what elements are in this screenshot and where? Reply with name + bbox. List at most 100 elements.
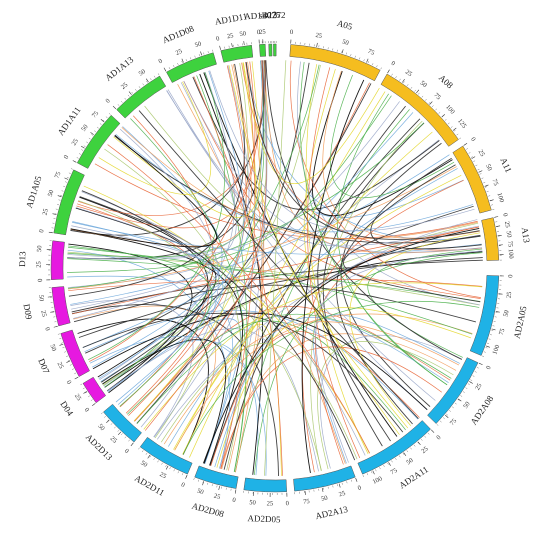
tick-label: 50 <box>139 459 148 468</box>
link-chord <box>174 313 473 451</box>
segment-ad2a13 <box>293 465 356 492</box>
segment-d13 <box>50 240 65 280</box>
major-tick <box>478 170 483 173</box>
minor-tick <box>63 185 66 188</box>
link-chord <box>83 185 370 454</box>
major-tick <box>50 311 55 313</box>
major-tick <box>304 490 306 495</box>
minor-tick <box>425 98 427 101</box>
major-tick <box>341 49 344 54</box>
minor-tick <box>489 334 492 336</box>
major-tick <box>231 43 233 48</box>
minor-tick <box>203 52 205 55</box>
segment-a08 <box>380 73 459 147</box>
segment-label-s2272: s2272 <box>264 10 286 20</box>
minor-tick <box>435 108 437 111</box>
link-chord <box>99 71 235 381</box>
major-tick <box>489 199 494 202</box>
segment-ad1d08 <box>166 52 217 83</box>
major-tick <box>469 381 473 384</box>
minor-tick <box>64 181 67 183</box>
major-tick <box>117 431 122 436</box>
tick-label: 75 <box>432 92 442 102</box>
link-chord <box>370 157 482 250</box>
link-chord <box>104 64 320 388</box>
link-chord <box>156 219 478 440</box>
major-tick <box>387 69 390 74</box>
major-tick <box>496 225 501 227</box>
minor-tick <box>346 481 348 484</box>
link-chord <box>315 250 483 463</box>
tick-label: 25 <box>56 361 65 370</box>
major-tick <box>416 89 420 94</box>
minor-tick <box>124 436 127 439</box>
minor-tick <box>395 76 397 79</box>
link-chord <box>92 126 223 368</box>
minor-tick <box>492 325 495 327</box>
link-chord <box>183 80 481 300</box>
minor-tick <box>447 122 450 125</box>
minor-tick <box>483 182 486 184</box>
tick-label: 0 <box>104 97 111 104</box>
tick-label: 50 <box>239 30 246 38</box>
tick-label: 25 <box>109 435 119 445</box>
tick-label: 50 <box>341 38 349 47</box>
segment-label-ad1a13: AD1A13 <box>103 54 136 83</box>
minor-tick <box>181 473 184 476</box>
segment-a11 <box>452 145 492 214</box>
tick-label: 125 <box>456 118 467 130</box>
minor-tick <box>395 458 397 460</box>
minor-tick <box>153 458 155 460</box>
minor-tick <box>198 479 200 482</box>
link-chord <box>121 127 478 240</box>
major-tick <box>64 177 69 180</box>
minor-tick <box>363 59 365 62</box>
major-tick <box>48 231 53 234</box>
minor-tick <box>457 399 460 401</box>
minor-tick <box>473 160 476 162</box>
link-chord <box>343 205 481 303</box>
link-chord <box>100 62 310 383</box>
tick-label: 50 <box>484 163 493 172</box>
major-tick <box>485 345 490 348</box>
tick-label: 50 <box>194 40 202 49</box>
minor-tick <box>460 395 463 397</box>
minor-tick <box>71 368 74 370</box>
minor-tick <box>414 89 416 92</box>
minor-tick <box>207 51 209 54</box>
ideogram-ring <box>46 39 504 497</box>
minor-tick <box>66 177 69 179</box>
minor-tick <box>94 130 96 133</box>
major-tick <box>112 105 117 110</box>
link-chord <box>199 73 264 475</box>
minor-tick <box>59 338 62 340</box>
tick-label: 50 <box>47 189 56 197</box>
link-chord <box>322 122 425 447</box>
minor-tick <box>193 477 195 480</box>
tick-label: 50 <box>80 123 89 132</box>
link-chord <box>107 328 319 472</box>
minor-tick <box>86 141 89 144</box>
tick-label: 0 <box>180 481 186 489</box>
minor-tick <box>472 375 475 377</box>
minor-tick <box>371 471 373 474</box>
minor-tick <box>399 78 401 81</box>
minor-tick <box>450 126 453 128</box>
major-tick <box>90 132 94 135</box>
tick-label: 75 <box>390 467 399 476</box>
minor-tick <box>336 49 338 52</box>
link-chord <box>163 321 460 445</box>
minor-tick <box>127 94 130 97</box>
tick-label: 50 <box>249 499 256 507</box>
major-tick <box>47 296 52 298</box>
minor-tick <box>117 104 120 106</box>
minor-tick <box>470 156 473 158</box>
link-chord <box>367 248 483 358</box>
segment-label-d07: D07 <box>36 357 51 376</box>
link-chord <box>70 154 450 305</box>
major-tick <box>202 481 205 486</box>
minor-tick <box>177 471 179 474</box>
minor-tick <box>341 51 343 54</box>
minor-tick <box>403 81 405 84</box>
minor-tick <box>454 402 457 405</box>
